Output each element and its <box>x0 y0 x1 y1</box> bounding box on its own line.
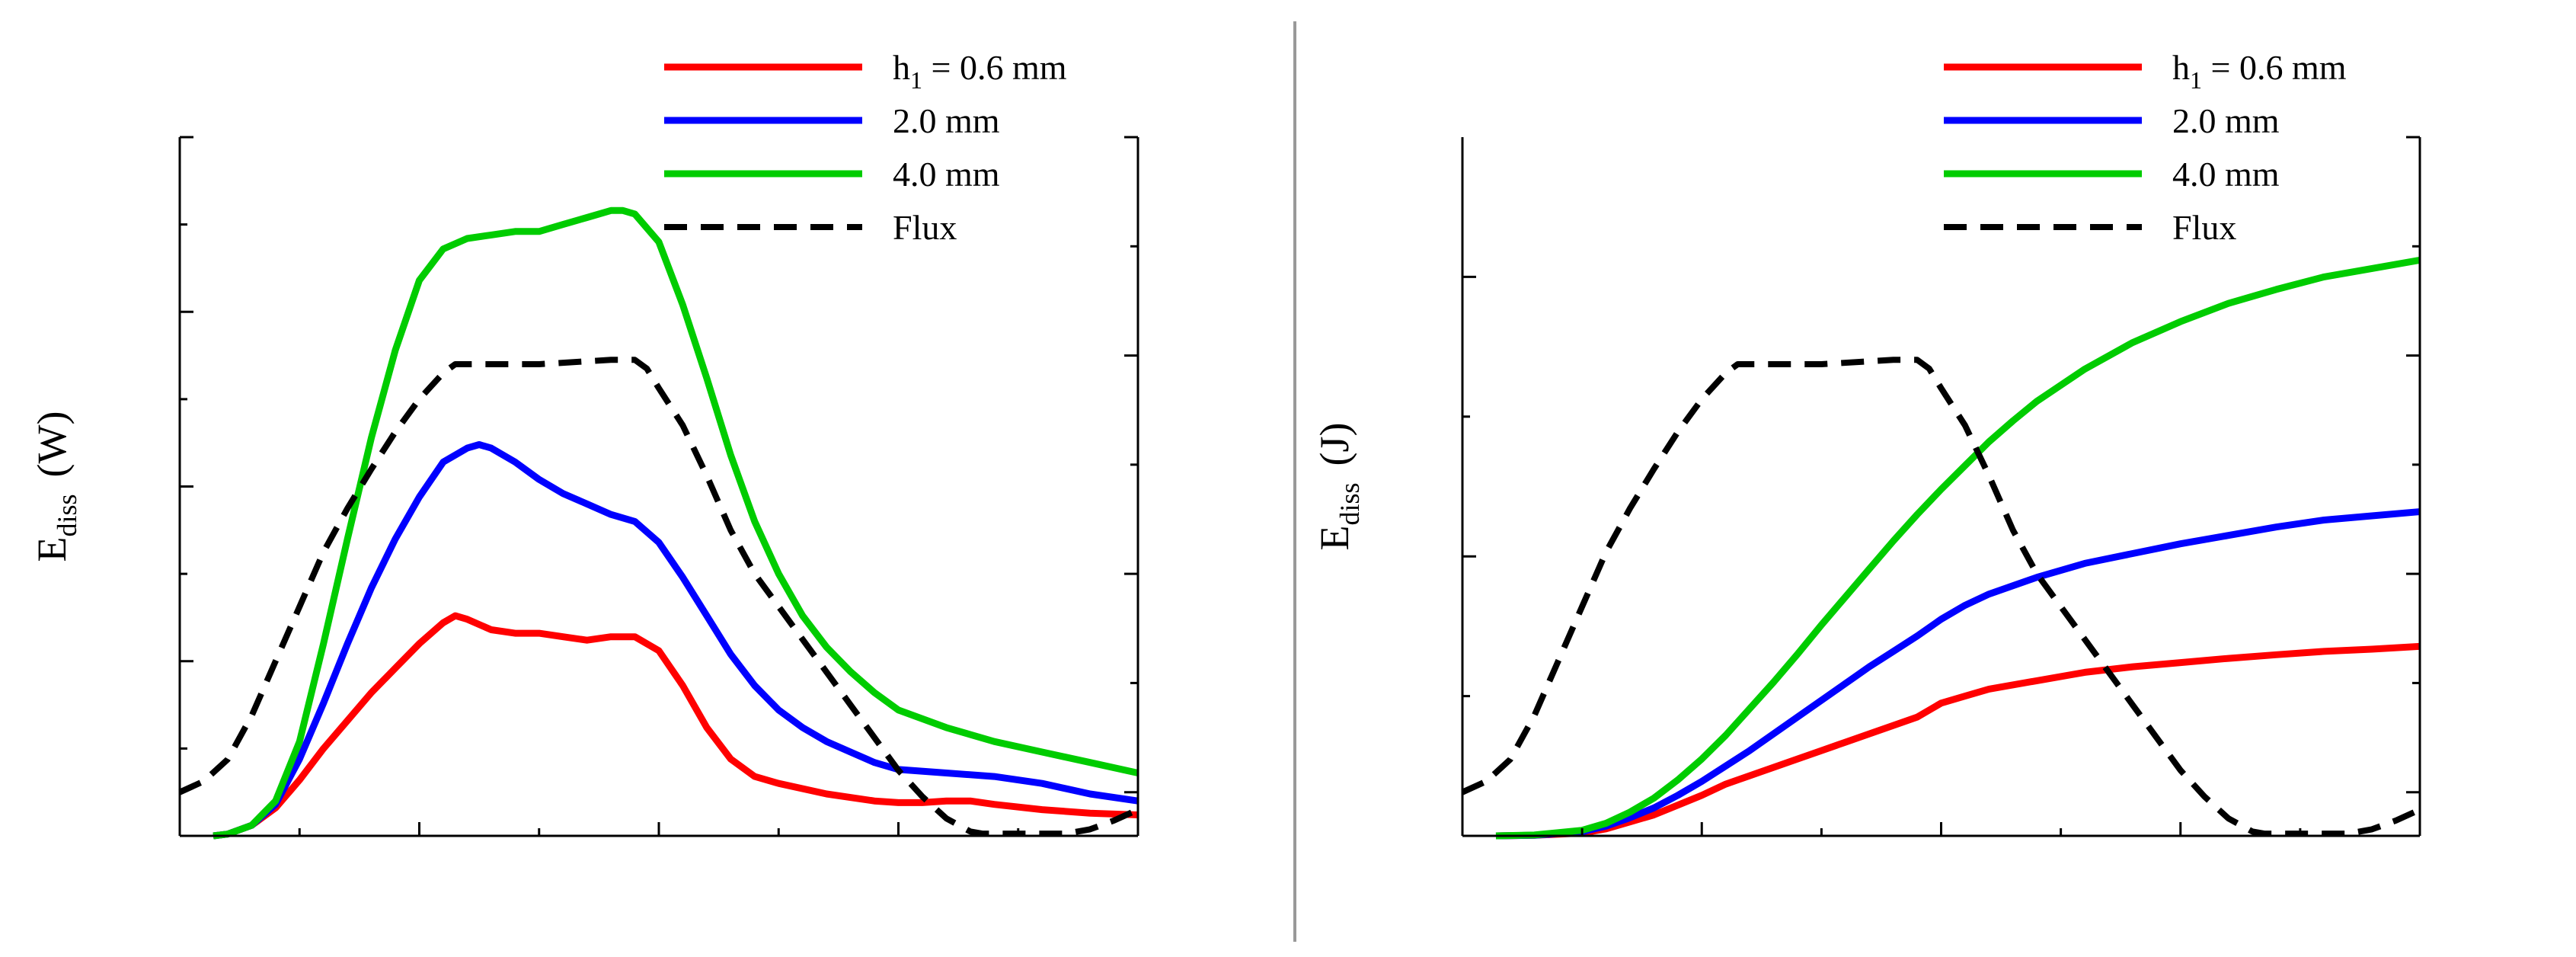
y-axis-label-unit: (W) <box>29 411 75 478</box>
legend-entry: 4.0 mm <box>893 155 1000 194</box>
series-line-4-0-mm <box>213 206 1139 840</box>
series-line-h1-0-6-mm <box>1495 642 2421 840</box>
legend-entry: h1 = 0.6 mm <box>893 48 1067 94</box>
legend-entry-main: 4.0 mm <box>893 155 1000 194</box>
series-line-2-0-mm <box>1495 508 2421 840</box>
y-axis-label: Ediss (J) <box>1312 422 1365 550</box>
panel-b: Ediss (J) h1 = 0.6 mm 2.0 mm 4.0 mm Flux <box>1312 48 2421 840</box>
series-line-h1-0-6-mm <box>213 612 1139 840</box>
legend-entry: 4.0 mm <box>2172 155 2280 194</box>
y-axis-label-subscript: diss <box>1334 482 1365 525</box>
legend-entry: 2.0 mm <box>2172 101 2280 140</box>
legend-entry-main: 2.0 mm <box>2172 101 2280 140</box>
legend-entry-rest: = 0.6 mm <box>2202 48 2347 87</box>
series-line-2-0-mm <box>213 441 1139 840</box>
y-axis-label-main: E <box>1312 526 1357 551</box>
series-line-4-0-mm <box>1495 256 2421 840</box>
series-line-flux <box>178 357 1139 837</box>
y-axis-label-main: E <box>29 536 75 562</box>
y-axis-label: Ediss (W) <box>29 411 82 562</box>
legend-entry-main: Flux <box>2172 208 2236 247</box>
legend-entry-main: h <box>893 48 910 87</box>
legend-entry-rest: = 0.6 mm <box>922 48 1067 87</box>
y-axis-label-subscript: diss <box>52 494 82 536</box>
legend-entry-main: Flux <box>893 208 957 247</box>
legend-entry-main: 4.0 mm <box>2172 155 2280 194</box>
legend-entry-subscript: 1 <box>2190 66 2202 94</box>
legend-entry-subscript: 1 <box>910 66 922 94</box>
y-axis-label-unit: (J) <box>1312 422 1357 466</box>
legend-entry: h1 = 0.6 mm <box>2172 48 2347 94</box>
series-line-flux <box>1461 357 2421 837</box>
legend-entry: 2.0 mm <box>893 101 1000 140</box>
legend-entry-main: h <box>2172 48 2190 87</box>
legend-entry-main: 2.0 mm <box>893 101 1000 140</box>
panel-a: Ediss (W) h1 = 0.6 mm 2.0 mm 4.0 mm Flux <box>29 48 1139 840</box>
legend-entry: Flux <box>2172 208 2236 247</box>
legend-entry: Flux <box>893 208 957 247</box>
